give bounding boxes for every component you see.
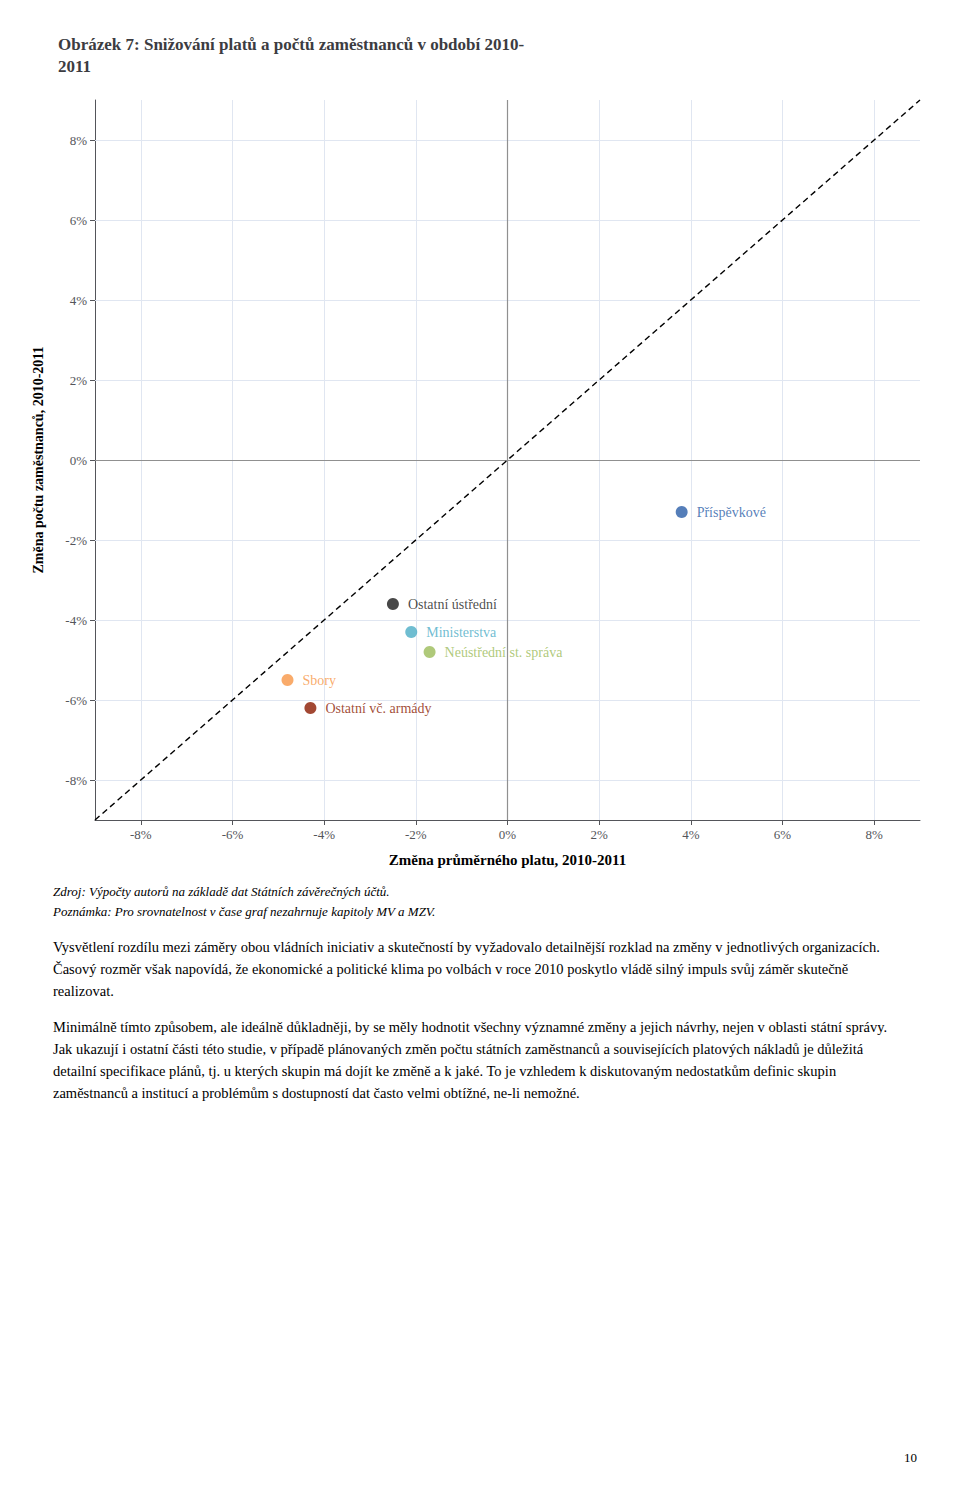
svg-text:realizovat.: realizovat. xyxy=(53,983,114,999)
svg-text:4%: 4% xyxy=(682,827,700,842)
svg-text:Sbory: Sbory xyxy=(303,673,336,688)
svg-text:Neústřední st. správa: Neústřední st. správa xyxy=(445,645,564,660)
svg-text:Ministerstva: Ministerstva xyxy=(426,625,497,640)
svg-text:-6%: -6% xyxy=(222,827,244,842)
svg-text:Minimálně tímto způsobem, ale: Minimálně tímto způsobem, ale ideálně dů… xyxy=(53,1019,887,1035)
svg-text:-2%: -2% xyxy=(405,827,427,842)
svg-text:zaměstnanců a institucí a prob: zaměstnanců a institucí a problémům s do… xyxy=(53,1085,580,1101)
svg-text:Jak ukazují i ostatní části té: Jak ukazují i ostatní části této studie,… xyxy=(53,1041,864,1057)
svg-text:4%: 4% xyxy=(70,293,88,308)
svg-text:2%: 2% xyxy=(590,827,608,842)
svg-text:0%: 0% xyxy=(499,827,517,842)
svg-text:-8%: -8% xyxy=(130,827,152,842)
svg-text:-4%: -4% xyxy=(65,613,87,628)
svg-text:2011: 2011 xyxy=(58,57,91,76)
svg-text:Časový rozměr však napovídá, ž: Časový rozměr však napovídá, že ekonomic… xyxy=(53,961,848,977)
svg-text:Ostatní ústřední: Ostatní ústřední xyxy=(408,597,497,612)
svg-text:6%: 6% xyxy=(70,213,88,228)
svg-text:detailní specifikace plánů, tj: detailní specifikace plánů, tj. u kterýc… xyxy=(53,1063,837,1079)
svg-text:0%: 0% xyxy=(70,453,88,468)
svg-text:-8%: -8% xyxy=(65,773,87,788)
svg-text:Změna průměrného platu, 2010-2: Změna průměrného platu, 2010-2011 xyxy=(389,852,627,868)
svg-text:10: 10 xyxy=(904,1450,917,1465)
svg-text:Zdroj: Výpočty autorů na zákla: Zdroj: Výpočty autorů na základě dat Stá… xyxy=(53,884,390,899)
svg-text:-6%: -6% xyxy=(65,693,87,708)
svg-text:Poznámka: Pro srovnatelnost v: Poznámka: Pro srovnatelnost v čase graf … xyxy=(52,904,436,919)
svg-text:-4%: -4% xyxy=(313,827,335,842)
svg-text:8%: 8% xyxy=(70,133,88,148)
svg-text:6%: 6% xyxy=(774,827,792,842)
svg-text:Příspěvkové: Příspěvkové xyxy=(697,505,766,520)
svg-text:Vysvětlení rozdílu mezi záměry: Vysvětlení rozdílu mezi záměry obou vlád… xyxy=(53,939,880,955)
svg-text:Obrázek 7: Snižování platů a p: Obrázek 7: Snižování platů a počtů zaměs… xyxy=(58,35,524,54)
svg-text:Ostatní vč. armády: Ostatní vč. armády xyxy=(325,701,431,716)
svg-text:8%: 8% xyxy=(865,827,883,842)
svg-text:-2%: -2% xyxy=(65,533,87,548)
svg-text:Změna počtu zaměstnanců, 2010-: Změna počtu zaměstnanců, 2010-2011 xyxy=(31,346,46,573)
svg-text:2%: 2% xyxy=(70,373,88,388)
